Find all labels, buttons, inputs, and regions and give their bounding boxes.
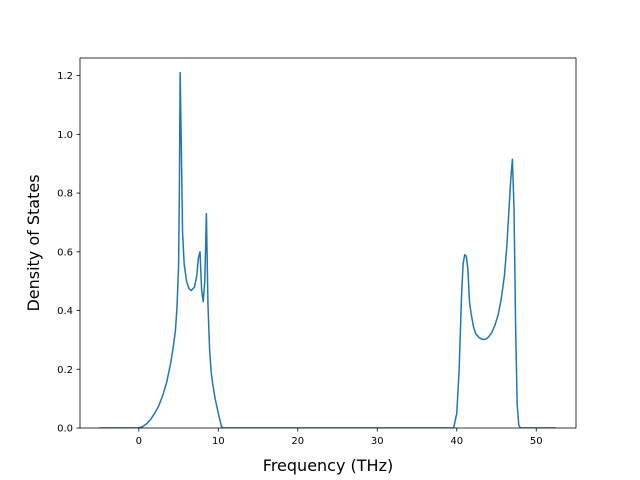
x-tick-label: 10 bbox=[212, 436, 225, 447]
x-tick-label: 30 bbox=[371, 436, 384, 447]
x-tick-label: 40 bbox=[450, 436, 463, 447]
x-tick-label: 0 bbox=[136, 436, 142, 447]
y-tick-label: 0.8 bbox=[57, 189, 73, 200]
x-axis-label: Frequency (THz) bbox=[263, 456, 393, 475]
y-axis-label: Density of States bbox=[24, 174, 43, 311]
y-tick-label: 0.0 bbox=[57, 424, 73, 435]
y-tick-label: 0.6 bbox=[57, 247, 73, 258]
plot-area bbox=[99, 71, 557, 428]
y-tick-label: 1.0 bbox=[57, 130, 73, 141]
y-tick-label: 0.4 bbox=[57, 306, 73, 317]
y-tick-label: 0.2 bbox=[57, 365, 73, 376]
x-tick-label: 20 bbox=[291, 436, 304, 447]
y-tick-label: 1.2 bbox=[57, 71, 73, 82]
axes-frame bbox=[79, 57, 577, 429]
x-axis: 0 10 20 30 40 50 bbox=[136, 428, 543, 447]
dos-series-line-0 bbox=[99, 71, 557, 428]
x-tick-label: 50 bbox=[530, 436, 543, 447]
y-axis: 0.0 0.2 0.4 0.6 0.8 1.0 1.2 bbox=[57, 71, 80, 435]
